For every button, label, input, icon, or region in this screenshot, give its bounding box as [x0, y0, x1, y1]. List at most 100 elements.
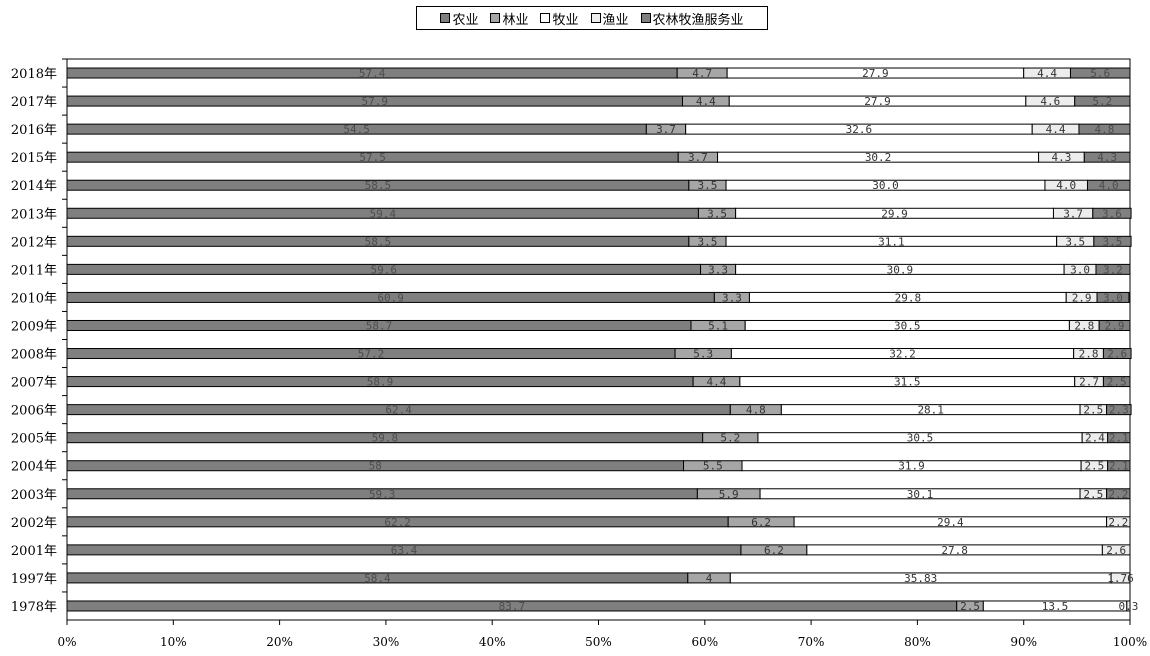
- data-label: 58.9: [367, 376, 394, 389]
- data-label: 30.0: [872, 179, 899, 192]
- y-tick-label: 1997年: [11, 572, 57, 587]
- y-tick-label: 2013年: [11, 207, 57, 222]
- data-label: 4.4: [696, 95, 716, 108]
- bar-segment: [1107, 460, 1131, 472]
- data-label: 2.6: [1106, 544, 1126, 557]
- data-label: 3.7: [688, 151, 708, 164]
- data-label: 4.8: [746, 404, 766, 417]
- data-label: 57.4: [359, 67, 386, 80]
- bar-segment: [1074, 95, 1131, 107]
- data-label: 3.5: [698, 179, 718, 192]
- data-label: 4.8: [1095, 123, 1115, 136]
- legend-swatch: [640, 13, 651, 23]
- data-label: 2.5: [1084, 460, 1104, 473]
- x-tick-label: 30%: [373, 635, 400, 649]
- y-tick-label: 2001年: [11, 544, 57, 559]
- data-label: 5.2: [1092, 95, 1112, 108]
- legend-swatch: [540, 13, 551, 23]
- data-label: 59.8: [372, 432, 399, 445]
- data-label: 83.7: [499, 600, 526, 613]
- data-label: 54.5: [343, 123, 370, 136]
- bar-segment: [1106, 488, 1131, 500]
- x-tick-label: 40%: [479, 635, 506, 649]
- bar-segment: [1083, 151, 1131, 163]
- data-label: 30.5: [894, 319, 921, 332]
- data-label: 2.6: [1107, 348, 1127, 361]
- data-label: 59.4: [369, 207, 396, 220]
- legend-label: 林业: [502, 12, 529, 28]
- plot-area: [66, 58, 1131, 621]
- data-label: 30.9: [887, 263, 914, 276]
- data-label: 2.2: [1108, 516, 1128, 529]
- y-tick-label: 2004年: [11, 460, 57, 475]
- data-label: 2.5: [960, 600, 980, 613]
- data-label: 2.5: [1107, 376, 1127, 389]
- data-label: 4.4: [707, 376, 727, 389]
- data-label: 28.1: [917, 404, 944, 417]
- data-label: 58.5: [365, 179, 392, 192]
- data-label: 5.1: [708, 319, 728, 332]
- bar-segment: [1069, 67, 1131, 79]
- legend-item-渔业: 渔业: [590, 9, 629, 28]
- data-label: 31.9: [898, 460, 925, 473]
- bar-segment: [1106, 516, 1131, 528]
- bar-segment: [1101, 544, 1131, 556]
- data-label: 2.5: [1083, 488, 1103, 501]
- data-label: 4.0: [1099, 179, 1119, 192]
- data-label: 58.4: [364, 572, 391, 585]
- data-label: 59.6: [371, 263, 398, 276]
- bar-segment: [1110, 572, 1131, 584]
- legend-label: 渔业: [602, 12, 629, 28]
- legend-item-林业: 林业: [490, 9, 528, 28]
- x-tick-label: 100%: [1113, 635, 1147, 649]
- data-label: 3.3: [722, 291, 742, 304]
- legend-item-牧业: 牧业: [540, 9, 579, 28]
- data-label: 4.7: [692, 67, 712, 80]
- data-label: 5.9: [719, 488, 739, 501]
- data-label: 2.2: [1108, 488, 1128, 501]
- data-label: 30.1: [907, 488, 934, 501]
- y-tick-label: 2012年: [11, 235, 57, 250]
- data-label: 2.9: [1072, 291, 1092, 304]
- data-label: 4: [706, 572, 713, 585]
- x-tick-label: 70%: [798, 635, 825, 649]
- data-label: 60.9: [377, 291, 404, 304]
- bar-segment: [1096, 291, 1130, 303]
- data-label: 3.5: [698, 235, 718, 248]
- data-label: 4.4: [1046, 123, 1066, 136]
- bar-segment: [1092, 207, 1132, 219]
- data-label: 3.7: [656, 123, 676, 136]
- data-label: 62.2: [384, 516, 411, 529]
- bar-segment: [1098, 319, 1131, 331]
- data-label: 2.3: [1109, 404, 1129, 417]
- legend-swatch: [440, 13, 451, 23]
- data-label: 3.5: [707, 207, 727, 220]
- y-tick-label: 2002年: [11, 516, 57, 531]
- data-label: 31.5: [894, 376, 921, 389]
- data-label: 13.5: [1042, 600, 1069, 613]
- data-label: 4.4: [1037, 67, 1057, 80]
- x-tick-label: 20%: [266, 635, 293, 649]
- data-label: 3.3: [708, 263, 728, 276]
- data-label: 5.3: [693, 348, 713, 361]
- data-label: 2.7: [1079, 376, 1099, 389]
- data-label: 35.83: [904, 572, 937, 585]
- legend-label: 牧业: [552, 12, 579, 28]
- data-label: 4.3: [1051, 151, 1071, 164]
- legend-label: 农业: [452, 12, 479, 28]
- data-label: 2.1: [1109, 460, 1129, 473]
- data-label: 3.0: [1103, 291, 1123, 304]
- data-label: 4.6: [1040, 95, 1060, 108]
- data-label: 32.6: [846, 123, 873, 136]
- data-label: 58.7: [366, 319, 393, 332]
- y-tick-label: 2016年: [11, 123, 57, 138]
- bar-segment: [1102, 348, 1132, 360]
- data-label: 3.0: [1070, 263, 1090, 276]
- y-tick-label: 2018年: [11, 67, 57, 82]
- data-label: 57.9: [361, 95, 388, 108]
- data-label: 57.2: [358, 348, 385, 361]
- data-label: 3.5: [1103, 235, 1123, 248]
- data-label: 5.2: [720, 432, 740, 445]
- legend-swatch: [590, 13, 601, 23]
- bar-segment: [1126, 600, 1131, 612]
